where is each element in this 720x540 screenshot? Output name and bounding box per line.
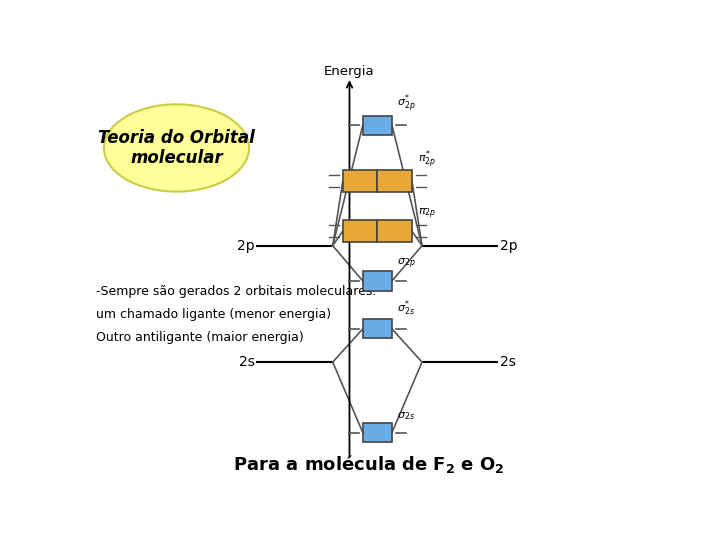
Text: 2p: 2p — [237, 239, 255, 253]
Text: $\pi_{2p}^{*}$: $\pi_{2p}^{*}$ — [418, 148, 436, 171]
Bar — [377, 171, 412, 192]
Text: 2s: 2s — [239, 355, 255, 369]
Text: -Sempre são gerados 2 orbitais moleculares:: -Sempre são gerados 2 orbitais molecular… — [96, 285, 377, 298]
Bar — [377, 220, 412, 242]
Text: $\pi_{2p}$: $\pi_{2p}$ — [418, 206, 436, 221]
Bar — [363, 116, 392, 134]
Text: Outro antiligante (maior energia): Outro antiligante (maior energia) — [96, 330, 303, 343]
Text: Teoria do Orbital
molecular: Teoria do Orbital molecular — [98, 129, 255, 167]
Bar — [363, 423, 392, 442]
Text: Energia: Energia — [324, 65, 375, 78]
Bar — [363, 319, 392, 339]
Text: $\sigma_{2s}$: $\sigma_{2s}$ — [397, 410, 415, 422]
Text: $\sigma_{2p}$: $\sigma_{2p}$ — [397, 256, 416, 271]
Text: $\sigma_{2p}^{*}$: $\sigma_{2p}^{*}$ — [397, 92, 416, 114]
Text: Para a molécula de $\mathbf{F_2}$ e $\mathbf{O_2}$: Para a molécula de $\mathbf{F_2}$ e $\ma… — [233, 453, 505, 475]
Text: 2p: 2p — [500, 239, 518, 253]
Bar — [343, 171, 377, 192]
Text: um chamado ligante (menor energia): um chamado ligante (menor energia) — [96, 308, 330, 321]
Bar — [363, 272, 392, 291]
Ellipse shape — [104, 104, 249, 192]
Text: 2s: 2s — [500, 355, 516, 369]
Bar — [343, 220, 377, 242]
Text: $\sigma_{2s}^{*}$: $\sigma_{2s}^{*}$ — [397, 299, 415, 319]
